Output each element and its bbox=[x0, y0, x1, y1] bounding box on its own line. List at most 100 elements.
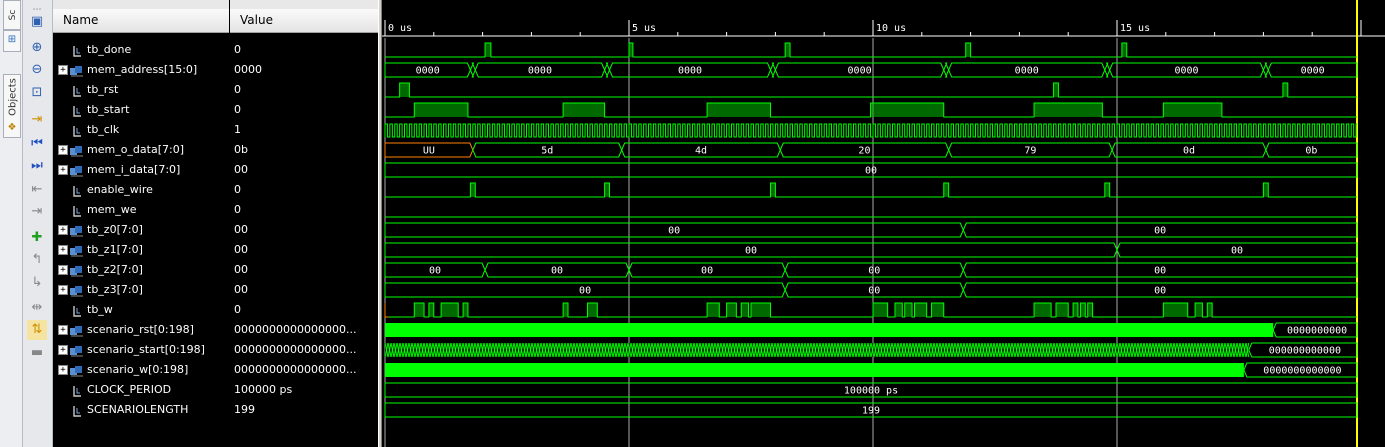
signal-row[interactable]: + tb_z2[7:0] bbox=[53, 260, 229, 280]
signal-value: 0b bbox=[234, 143, 248, 156]
expand-toggle-icon[interactable]: + bbox=[58, 365, 68, 375]
bus-segment bbox=[1243, 362, 1358, 378]
signal-value: 0 bbox=[234, 183, 241, 196]
bus-signal-icon bbox=[70, 264, 84, 277]
bus-value-label: 00 bbox=[579, 286, 591, 297]
objects-tab[interactable]: Objects ❖ bbox=[3, 74, 21, 138]
signal-row[interactable]: CLOCK_PERIOD bbox=[53, 380, 229, 400]
signal-name: mem_i_data[7:0] bbox=[87, 163, 181, 176]
signal-row[interactable]: tb_start bbox=[53, 100, 229, 120]
signal-row[interactable]: tb_done bbox=[53, 40, 229, 60]
signal-value: 0 bbox=[234, 83, 241, 96]
bus-value-label: 00 bbox=[429, 266, 441, 277]
zoom-out-icon[interactable]: ⊖ bbox=[31, 62, 43, 77]
high-level-fill bbox=[770, 183, 776, 197]
signal-row[interactable]: SCENARIOLENGTH bbox=[53, 400, 229, 420]
bus-signal-icon bbox=[70, 284, 84, 297]
value-column-header[interactable]: Value bbox=[230, 9, 378, 33]
signal-value: 00 bbox=[234, 243, 248, 256]
signal-row[interactable]: enable_wire bbox=[53, 180, 229, 200]
clock-waveform bbox=[384, 123, 1357, 138]
snap-to-transition-icon[interactable]: ⇅ bbox=[27, 320, 47, 340]
next-transition-icon[interactable]: ⇥ bbox=[31, 204, 43, 219]
pane-splitter[interactable] bbox=[378, 0, 382, 447]
high-level-fill bbox=[470, 183, 476, 197]
bus-value-label: 4d bbox=[695, 146, 707, 157]
bit-waveform bbox=[388, 302, 1357, 318]
signal-row[interactable]: + scenario_start[0:198] bbox=[53, 340, 229, 360]
bus-value-label: UU bbox=[423, 146, 435, 157]
swap-cursors-icon[interactable]: ⇹ bbox=[31, 300, 43, 315]
name-column-header[interactable]: Name bbox=[53, 9, 229, 33]
waveform-toolbar: ⋯ ▣ ⊕ ⊖ ⊡ ⇥ ⏮ ⏭ ⇤ ⇥ ✚ ↰ ↳ ⇹ ⇅ ▬ bbox=[23, 0, 53, 447]
bus-value-label: 199 bbox=[862, 406, 880, 417]
go-to-cursor-icon[interactable]: ⇥ bbox=[31, 112, 43, 127]
previous-transition-icon[interactable]: ⇤ bbox=[31, 182, 43, 197]
high-level-fill bbox=[904, 303, 913, 317]
signal-value: 0000000000000000... bbox=[234, 363, 357, 376]
bus-signal-icon bbox=[70, 244, 84, 257]
signal-row[interactable]: + scenario_rst[0:198] bbox=[53, 320, 229, 340]
go-to-start-icon[interactable]: ⏮ bbox=[31, 136, 43, 151]
signal-row[interactable]: + scenario_w[0:198] bbox=[53, 360, 229, 380]
waveform-pane[interactable]: 0 us 5 us 10 us 15 us 0000 0000 0000 0000 0000 00… bbox=[382, 0, 1385, 447]
zoom-fit-icon[interactable]: ⊡ bbox=[31, 85, 43, 100]
signal-row[interactable]: mem_we bbox=[53, 200, 229, 220]
signal-value: 0 bbox=[234, 43, 241, 56]
expand-toggle-icon[interactable]: + bbox=[58, 225, 68, 235]
time-axis-label: 5 us bbox=[632, 23, 656, 34]
signal-row[interactable]: + mem_address[15:0] bbox=[53, 60, 229, 80]
bus-value-label: 0000 bbox=[1174, 66, 1198, 77]
bus-signal-icon bbox=[70, 344, 84, 357]
bus-value-label: 0000 bbox=[1015, 66, 1039, 77]
bus-value-label: 20 bbox=[858, 146, 870, 157]
header-spacer-value bbox=[230, 0, 378, 9]
signal-row[interactable]: + tb_z0[7:0] bbox=[53, 220, 229, 240]
go-to-end-icon[interactable]: ⏭ bbox=[31, 158, 43, 173]
bus-segment bbox=[1262, 62, 1269, 78]
bus-value-label: 00 bbox=[1231, 246, 1243, 257]
expand-toggle-icon[interactable]: + bbox=[58, 165, 68, 175]
bus-value-label: 79 bbox=[1024, 146, 1036, 157]
previous-marker-icon[interactable]: ↰ bbox=[31, 252, 43, 267]
bus-value-label: 00 bbox=[868, 286, 880, 297]
high-level-fill bbox=[1053, 83, 1059, 97]
bus-value-label: 0000 bbox=[416, 66, 440, 77]
next-marker-icon[interactable]: ↳ bbox=[31, 275, 43, 290]
high-level-fill bbox=[399, 83, 410, 97]
expand-toggle-icon[interactable]: + bbox=[58, 265, 68, 275]
bus-signal-icon bbox=[70, 224, 84, 237]
dots-icon[interactable]: ⋯ bbox=[32, 5, 42, 15]
bus-value-label: 00 bbox=[668, 226, 680, 237]
signal-row[interactable]: + mem_i_data[7:0] bbox=[53, 160, 229, 180]
scopes-tab-icon-area[interactable]: ⊞ bbox=[3, 30, 21, 52]
signal-row[interactable]: + tb_z3[7:0] bbox=[53, 280, 229, 300]
high-level-fill bbox=[751, 303, 771, 317]
high-level-fill bbox=[1034, 303, 1052, 317]
signal-row[interactable]: + tb_z1[7:0] bbox=[53, 240, 229, 260]
signal-row[interactable]: + mem_o_data[7:0] bbox=[53, 140, 229, 160]
bus-value-label: 00 bbox=[701, 266, 713, 277]
bit-signal-icon bbox=[72, 204, 83, 217]
save-icon[interactable]: ▣ bbox=[30, 14, 44, 29]
signal-row[interactable]: tb_rst bbox=[53, 80, 229, 100]
expand-toggle-icon[interactable]: + bbox=[58, 285, 68, 295]
expand-toggle-icon[interactable]: + bbox=[58, 245, 68, 255]
signal-value: 00 bbox=[234, 223, 248, 236]
bit-waveform bbox=[385, 182, 1357, 198]
zoom-in-icon[interactable]: ⊕ bbox=[31, 40, 43, 55]
scopes-tab[interactable]: Sc bbox=[3, 0, 21, 30]
expand-toggle-icon[interactable]: + bbox=[58, 325, 68, 335]
signal-row[interactable]: tb_w bbox=[53, 300, 229, 320]
time-axis-label: 0 us bbox=[388, 23, 412, 34]
add-marker-icon[interactable]: ✚ bbox=[31, 230, 43, 245]
signal-row[interactable]: tb_clk bbox=[53, 120, 229, 140]
expand-toggle-icon[interactable]: + bbox=[58, 65, 68, 75]
bus-value-label: 00 bbox=[551, 266, 563, 277]
expand-toggle-icon[interactable]: + bbox=[58, 345, 68, 355]
expand-icon[interactable]: ▬ bbox=[30, 345, 44, 360]
parameter-signal-icon bbox=[72, 404, 83, 417]
high-level-fill bbox=[1087, 303, 1093, 317]
expand-toggle-icon[interactable]: + bbox=[58, 145, 68, 155]
